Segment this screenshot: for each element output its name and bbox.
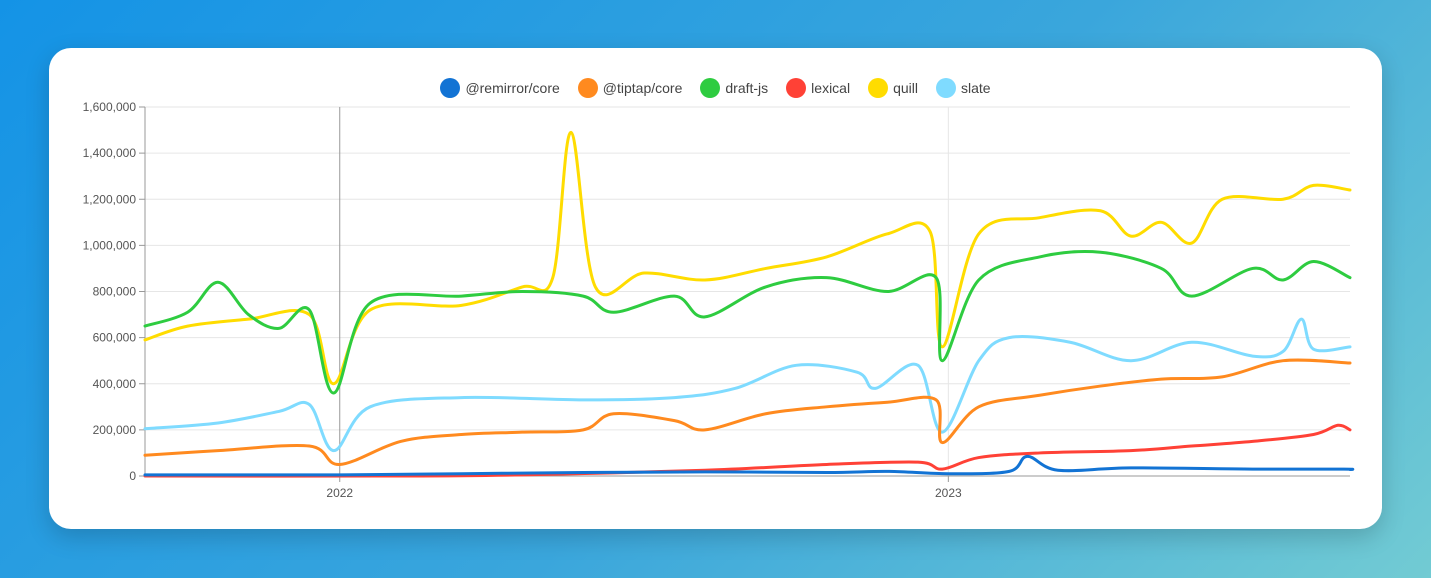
- legend-label: @remirror/core: [465, 80, 560, 96]
- chart-card: @remirror/core @tiptap/core draft-js lexica…: [49, 48, 1382, 529]
- chart-legend: @remirror/core @tiptap/core draft-js lexica…: [49, 78, 1382, 98]
- legend-item[interactable]: @remirror/core: [440, 78, 560, 98]
- x-tick-label: 2022: [326, 486, 353, 500]
- legend-swatch: [935, 78, 956, 98]
- legend-swatch: [700, 78, 721, 98]
- legend-swatch: [577, 78, 598, 98]
- line-chart: 0 200,000 400,000 600,000 800,000 1,000,000 1,…: [83, 100, 1355, 500]
- y-tick-label: 200,000: [93, 423, 137, 437]
- legend-item[interactable]: @tiptap/core: [577, 78, 683, 98]
- y-tick-label: 0: [129, 469, 136, 483]
- y-tick-label: 600,000: [93, 331, 137, 345]
- series-line-draft-js: [143, 250, 1352, 395]
- legend-swatch: [440, 78, 461, 98]
- legend-label: slate: [960, 80, 991, 96]
- legend-swatch: [786, 78, 807, 98]
- legend-item[interactable]: quill: [868, 78, 918, 98]
- legend-label: lexical: [811, 80, 851, 96]
- y-tick-label: 800,000: [93, 285, 137, 299]
- legend-item[interactable]: lexical: [786, 78, 850, 98]
- legend-swatch: [868, 78, 889, 98]
- legend-item[interactable]: draft-js: [700, 78, 768, 98]
- legend-label: quill: [893, 80, 918, 96]
- y-tick-label: 1,400,000: [83, 146, 137, 160]
- legend-label: @tiptap/core: [602, 80, 683, 96]
- series-line-quill: [143, 130, 1352, 386]
- series-line-remirror-core: [143, 454, 1355, 477]
- y-tick-label: 1,600,000: [83, 100, 137, 114]
- y-tick-label: 1,000,000: [83, 238, 137, 252]
- series-line-tiptap-core: [143, 358, 1352, 466]
- series-line-slate: [143, 317, 1352, 453]
- y-tick-label: 400,000: [93, 377, 137, 391]
- legend-label: draft-js: [725, 80, 769, 96]
- legend-item[interactable]: slate: [935, 78, 991, 98]
- series-line-lexical: [143, 423, 1352, 478]
- y-tick-label: 1,200,000: [83, 192, 137, 206]
- x-tick-label: 2023: [935, 486, 962, 500]
